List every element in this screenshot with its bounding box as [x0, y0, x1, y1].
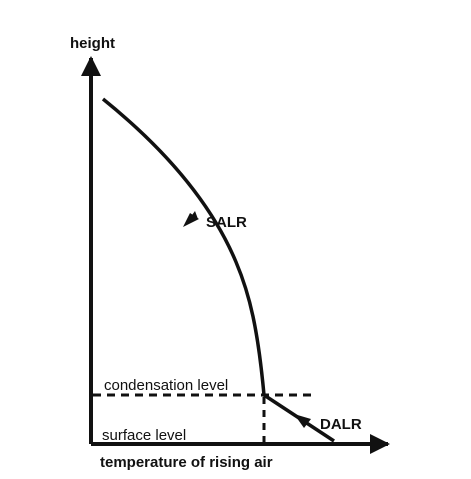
surface-level-label: surface level — [102, 427, 186, 444]
x-axis-label: temperature of rising air — [100, 454, 273, 471]
dalr-arrowhead-icon — [294, 414, 311, 428]
dalr-label: DALR — [320, 416, 362, 433]
y-axis-label: height — [70, 35, 115, 52]
condensation-level-label: condensation level — [104, 377, 228, 394]
salr-arrowhead-fill — [183, 213, 199, 227]
salr-label: SALR — [206, 214, 247, 231]
salr-curve — [101, 97, 266, 396]
